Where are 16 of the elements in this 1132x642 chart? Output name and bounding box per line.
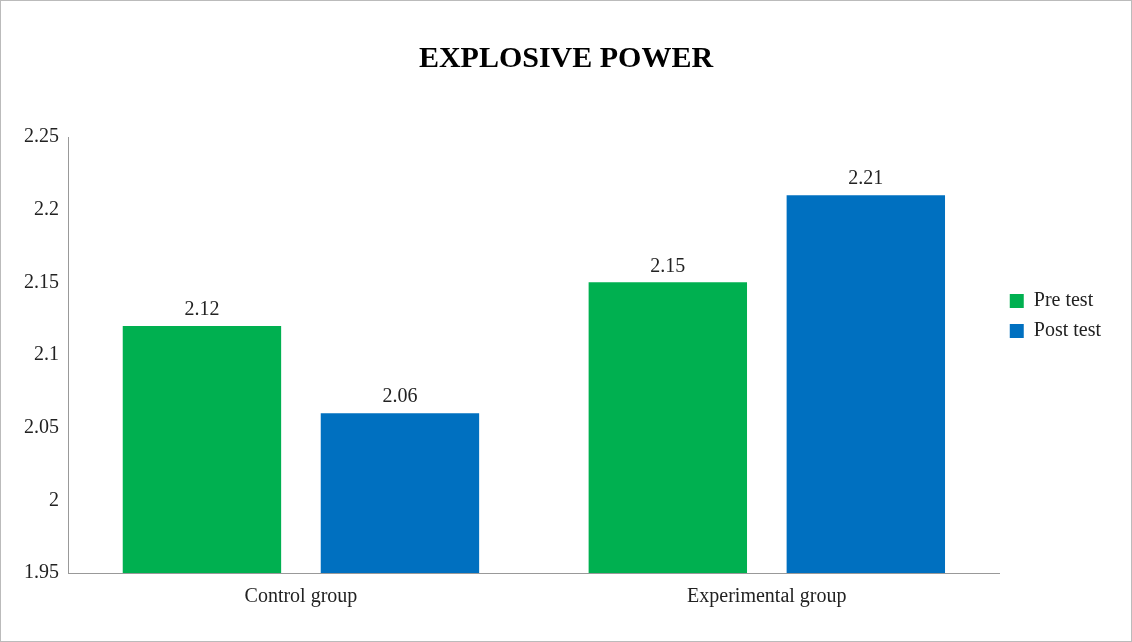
data-label: 2.15: [650, 253, 686, 276]
y-tick-label: 2.15: [24, 269, 59, 292]
y-tick-label: 2.25: [24, 124, 59, 147]
x-tick-label: Control group: [244, 584, 358, 608]
chart-title: EXPLOSIVE POWER: [418, 39, 714, 73]
legend-label: Pre test: [1033, 288, 1094, 311]
data-label: 2.06: [382, 384, 418, 407]
y-tick-label: 2.05: [24, 414, 59, 437]
y-tick-label: 1.95: [24, 560, 59, 583]
y-tick-label: 2.2: [34, 196, 59, 219]
data-label: 2.12: [184, 297, 220, 320]
y-tick-label: 2.1: [34, 342, 59, 365]
x-tick-label: Experimental group: [687, 584, 847, 608]
data-label: 2.21: [848, 166, 884, 189]
y-tick-label: 2: [49, 487, 59, 510]
legend-label: Post test: [1033, 318, 1102, 341]
